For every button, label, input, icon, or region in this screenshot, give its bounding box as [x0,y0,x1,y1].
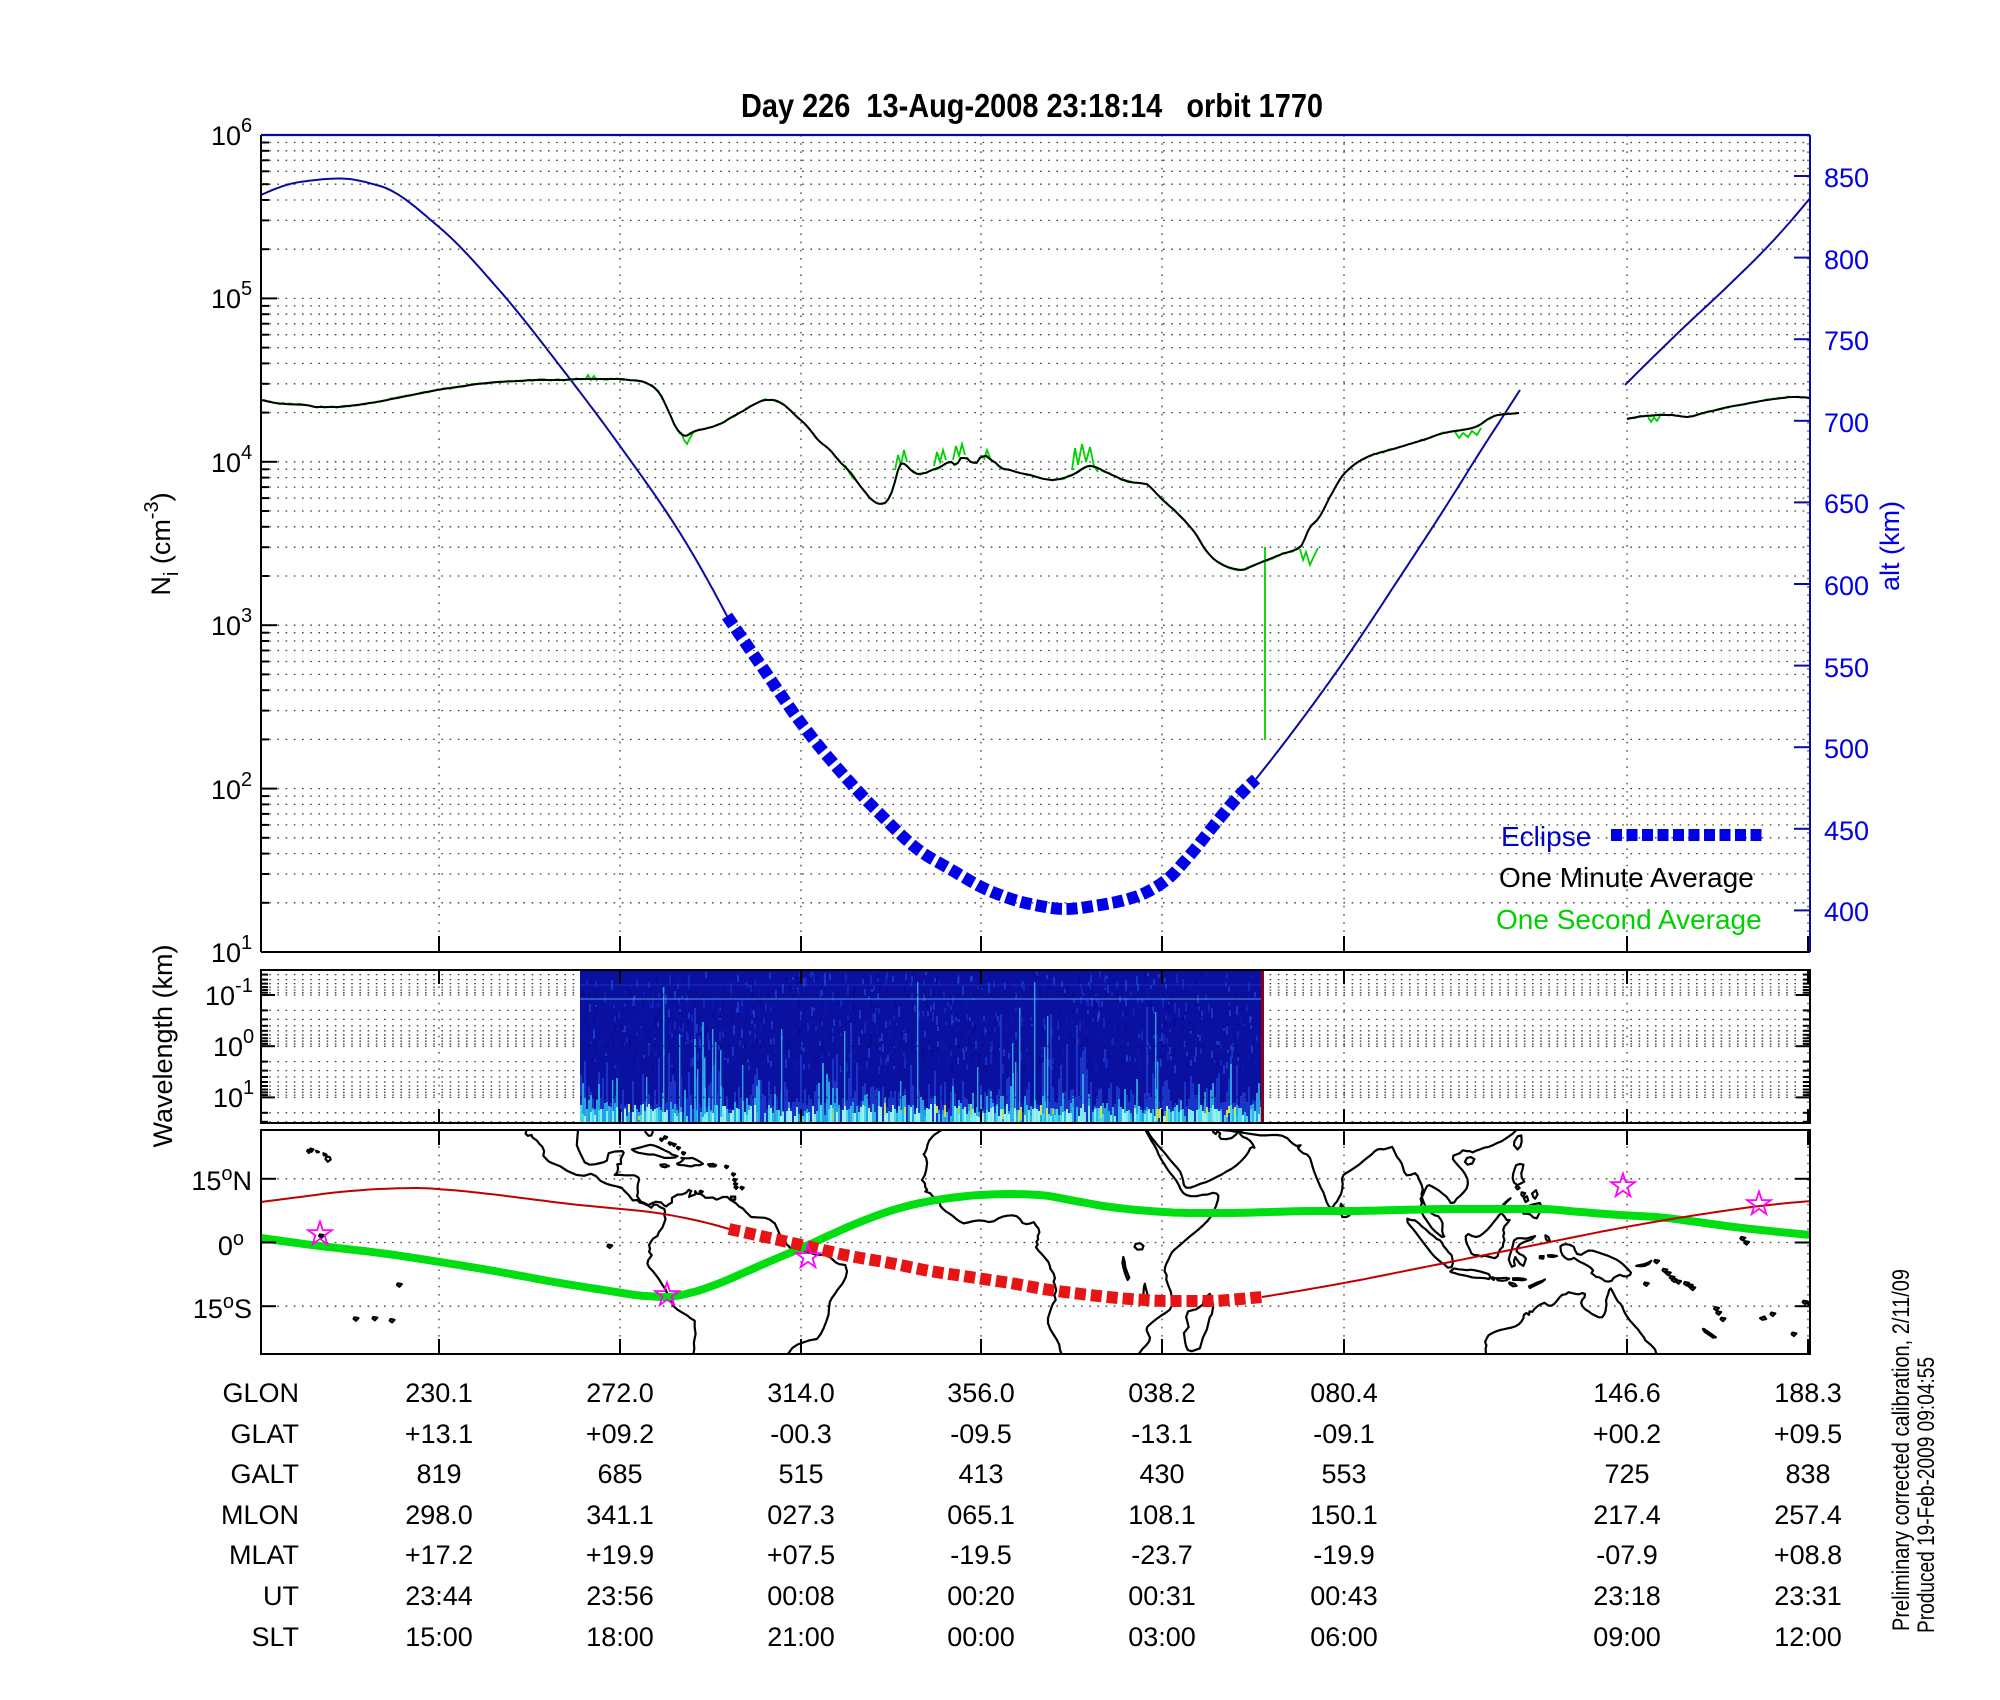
svg-text:One Minute Average: One Minute Average [1499,862,1754,893]
svg-text:GLAT: GLAT [230,1419,299,1449]
svg-text:685: 685 [597,1459,642,1489]
svg-text:065.1: 065.1 [947,1500,1015,1530]
svg-text:838: 838 [1785,1459,1830,1489]
svg-text:+00.2: +00.2 [1593,1419,1661,1449]
svg-text:-00.3: -00.3 [770,1419,832,1449]
svg-text:00:00: 00:00 [947,1622,1015,1652]
svg-text:-09.5: -09.5 [950,1419,1012,1449]
svg-text:257.4: 257.4 [1774,1500,1842,1530]
svg-text:alt (km): alt (km) [1875,501,1905,591]
svg-text:23:18: 23:18 [1593,1581,1661,1611]
svg-text:-19.9: -19.9 [1313,1540,1375,1570]
svg-text:230.1: 230.1 [405,1378,473,1408]
svg-text:-23.7: -23.7 [1131,1540,1193,1570]
svg-text:06:00: 06:00 [1310,1622,1378,1652]
svg-text:Produced 19-Feb-2009 09:04:55: Produced 19-Feb-2009 09:04:55 [1913,1357,1940,1633]
svg-text:-07.9: -07.9 [1596,1540,1658,1570]
svg-text:298.0: 298.0 [405,1500,473,1530]
svg-text:Wavelength (km): Wavelength (km) [148,944,178,1147]
svg-text:080.4: 080.4 [1310,1378,1378,1408]
svg-text:108.1: 108.1 [1128,1500,1196,1530]
svg-text:MLON: MLON [221,1500,299,1530]
svg-text:188.3: 188.3 [1774,1378,1842,1408]
svg-text:314.0: 314.0 [767,1378,835,1408]
svg-text:217.4: 217.4 [1593,1500,1661,1530]
svg-text:800: 800 [1824,245,1869,275]
svg-text:341.1: 341.1 [586,1500,654,1530]
svg-text:650: 650 [1824,489,1869,519]
svg-text:500: 500 [1824,734,1869,764]
svg-text:03:00: 03:00 [1128,1622,1196,1652]
svg-text:+09.2: +09.2 [586,1419,654,1449]
svg-text:15:00: 15:00 [405,1622,473,1652]
svg-text:00:20: 00:20 [947,1581,1015,1611]
svg-text:356.0: 356.0 [947,1378,1015,1408]
svg-text:Preliminary corrected calibrat: Preliminary corrected calibration, 2/11/… [1888,1269,1915,1631]
svg-text:515: 515 [778,1459,823,1489]
svg-text:553: 553 [1321,1459,1366,1489]
svg-text:550: 550 [1824,653,1869,683]
svg-text:400: 400 [1824,897,1869,927]
svg-text:00:08: 00:08 [767,1581,835,1611]
svg-text:MLAT: MLAT [229,1540,299,1570]
svg-text:UT: UT [263,1581,299,1611]
svg-text:+13.1: +13.1 [405,1419,473,1449]
svg-text:-09.1: -09.1 [1313,1419,1375,1449]
svg-text:Day 226 13-Aug-2008 23:18:14: Day 226 13-Aug-2008 23:18:14 orbit 1770 [741,87,1323,124]
svg-text:-19.5: -19.5 [950,1540,1012,1570]
svg-text:21:00: 21:00 [767,1622,835,1652]
svg-text:450: 450 [1824,816,1869,846]
svg-text:600: 600 [1824,571,1869,601]
svg-text:GALT: GALT [230,1459,299,1489]
svg-text:725: 725 [1604,1459,1649,1489]
svg-text:12:00: 12:00 [1774,1622,1842,1652]
svg-text:038.2: 038.2 [1128,1378,1196,1408]
svg-text:146.6: 146.6 [1593,1378,1661,1408]
svg-text:150.1: 150.1 [1310,1500,1378,1530]
svg-text:819: 819 [416,1459,461,1489]
svg-text:0o: 0o [218,1228,244,1261]
svg-text:18:00: 18:00 [586,1622,654,1652]
svg-text:-13.1: -13.1 [1131,1419,1193,1449]
svg-text:Eclipse: Eclipse [1501,821,1591,852]
svg-text:+07.5: +07.5 [767,1540,835,1570]
svg-text:One Second Average: One Second Average [1496,904,1762,935]
svg-text:15oS: 15oS [193,1291,252,1324]
svg-text:+19.9: +19.9 [586,1540,654,1570]
svg-text:750: 750 [1824,326,1869,356]
svg-text:23:56: 23:56 [586,1581,654,1611]
svg-text:SLT: SLT [251,1622,299,1652]
svg-text:23:31: 23:31 [1774,1581,1842,1611]
svg-text:027.3: 027.3 [767,1500,835,1530]
svg-text:+17.2: +17.2 [405,1540,473,1570]
svg-text:272.0: 272.0 [586,1378,654,1408]
svg-text:700: 700 [1824,408,1869,438]
svg-text:00:43: 00:43 [1310,1581,1378,1611]
svg-text:+08.8: +08.8 [1774,1540,1842,1570]
svg-text:850: 850 [1824,163,1869,193]
svg-text:430: 430 [1139,1459,1184,1489]
svg-text:413: 413 [958,1459,1003,1489]
svg-text:GLON: GLON [222,1378,299,1408]
svg-text:09:00: 09:00 [1593,1622,1661,1652]
svg-text:23:44: 23:44 [405,1581,473,1611]
svg-text:+09.5: +09.5 [1774,1419,1842,1449]
svg-text:00:31: 00:31 [1128,1581,1196,1611]
